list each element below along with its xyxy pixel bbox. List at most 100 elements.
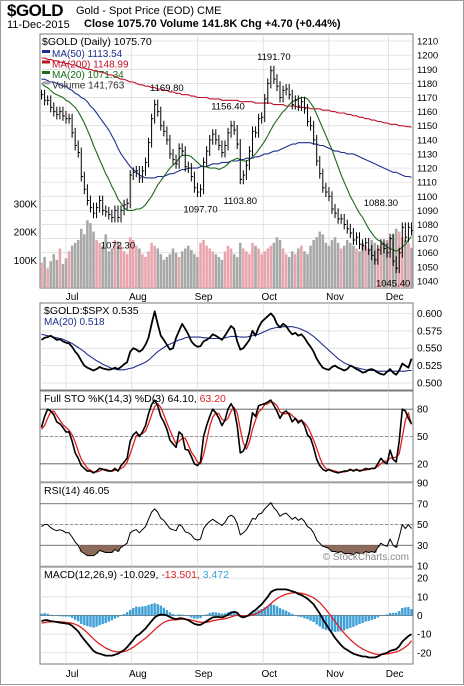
macd-histogram-bar [59, 616, 61, 617]
macd-histogram-bar [273, 605, 275, 616]
macd-histogram-bar [361, 616, 363, 624]
volume-bar [266, 248, 269, 288]
month-label: Oct [262, 292, 278, 303]
macd-histogram-bar [355, 616, 357, 626]
y-tick-label: 1180 [417, 79, 437, 90]
macd-histogram-bar [68, 616, 70, 617]
macd-histogram-bar [147, 605, 149, 616]
legend-swatch [42, 82, 50, 85]
volume-bar [291, 251, 294, 288]
volume-bar [355, 248, 358, 288]
rsi-oversold-fill [370, 545, 373, 551]
macd-histogram-bar [352, 616, 354, 627]
macd-histogram-bar [117, 616, 119, 618]
macd-histogram-bar [62, 616, 64, 617]
y-tick-label: 90 [417, 479, 429, 490]
y-tick-label: 0.525 [417, 361, 442, 372]
legend-entry: MA(20) 1071.34 [52, 70, 124, 81]
legend-swatch [42, 61, 50, 64]
macd-histogram-bar [138, 607, 140, 616]
volume-bar [196, 257, 199, 288]
macd-histogram-bar [276, 606, 278, 615]
volume-bar [254, 246, 257, 288]
volume-bar [62, 264, 65, 288]
macd-histogram-bar [343, 616, 345, 631]
volume-bar [123, 251, 126, 288]
month-label-bottom: Sep [195, 669, 213, 680]
volume-bar [325, 243, 328, 288]
volume-bar [95, 240, 98, 288]
macd-histogram-bar [98, 616, 100, 626]
volume-bar [242, 248, 245, 288]
macd-histogram-bar [398, 611, 400, 615]
rsi-oversold-fill [340, 545, 343, 551]
macd-histogram-bar [358, 616, 360, 625]
macd-histogram-bar [404, 607, 406, 615]
volume-bar [315, 237, 318, 288]
macd-histogram-bar [65, 616, 67, 617]
macd-histogram-bar [218, 613, 220, 616]
ratio-ma-legend: MA(20) 0.518 [44, 317, 105, 328]
volume-bar [181, 251, 184, 288]
y-tick-label: 1120 [417, 164, 437, 175]
y-tick-label: 1130 [417, 149, 437, 160]
volume-bar [364, 246, 367, 288]
macd-histogram-bar [279, 608, 281, 615]
volume-bar [227, 246, 230, 288]
legend-entry: $GOLD:$SPX 0.535 [44, 305, 139, 317]
price-panel-title: $GOLD (Daily) 1075.70 [42, 36, 152, 48]
y-tick-label: 0.575 [417, 326, 442, 337]
volume-bar [358, 251, 361, 288]
macd-histogram-bar [196, 616, 198, 619]
macd-histogram-bar [114, 616, 116, 619]
rsi-oversold-fill [104, 545, 107, 552]
volume-bar [328, 246, 331, 288]
macd-histogram-bar [215, 612, 217, 615]
month-label-bottom: Dec [386, 669, 404, 680]
y-tick-label: 1200 [417, 51, 438, 62]
macd-histogram-bar [285, 611, 287, 616]
macd-histogram-bar [101, 616, 103, 625]
volume-bar [108, 251, 111, 288]
volume-bar [221, 260, 224, 288]
macd-histogram-bar [212, 612, 214, 615]
month-label-bottom: Nov [326, 669, 344, 680]
price-panel: 1040105010601070108010901100111011201130… [14, 34, 439, 289]
macd-histogram-bar [141, 606, 143, 615]
month-label: Jul [66, 292, 79, 303]
macd-histogram-bar [187, 616, 189, 617]
rsi-oversold-fill [98, 545, 101, 550]
volume-bar [346, 240, 349, 288]
panel-legend: RSI(14) 46.05 [44, 485, 110, 497]
macd-histogram-bar [288, 612, 290, 615]
macd-histogram-bar [111, 616, 113, 621]
macd-histogram-bar [371, 616, 373, 620]
y-tick-label: 0.550 [417, 344, 442, 355]
volume-bar [71, 246, 74, 288]
macd-histogram-bar [150, 604, 152, 616]
volume-bar [263, 251, 266, 288]
volume-bar [156, 248, 159, 288]
volume-bar [111, 248, 114, 288]
volume-bar [86, 220, 89, 288]
y-tick-label: 1210 [417, 37, 438, 48]
volume-bar [294, 254, 297, 288]
price-annotation: 1045.40 [376, 278, 410, 289]
y-tick-label: 1050 [417, 262, 438, 273]
y-tick-label: 10 [417, 592, 429, 603]
volume-bar [89, 223, 92, 288]
price-annotation: 1072.30 [101, 240, 135, 251]
volume-bar [352, 246, 355, 288]
volume-bar [312, 240, 315, 288]
watermark: © StockCharts.com [323, 552, 409, 563]
macd-histogram-bar [349, 616, 351, 628]
volume-bar [202, 240, 205, 288]
macd-histogram-bar [315, 616, 317, 625]
month-label: Nov [326, 292, 344, 303]
macd-histogram-bar [40, 614, 42, 616]
price-annotation: 1097.70 [183, 205, 217, 216]
month-label-bottom: Jul [66, 669, 79, 680]
volume-bar [318, 232, 321, 288]
